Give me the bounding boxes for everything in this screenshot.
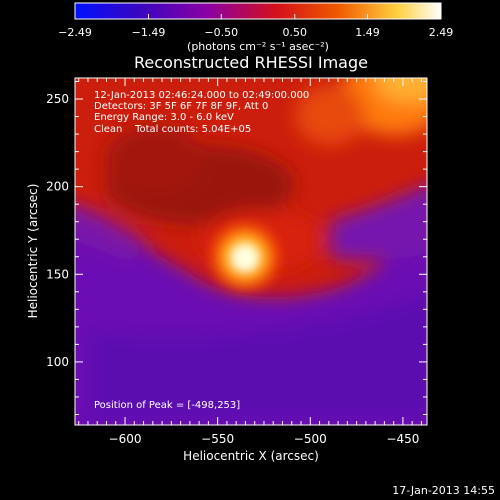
info-line-time: 12-Jan-2013 02:46:24.000 to 02:49:00.000 <box>94 90 309 101</box>
footer-timestamp: 17-Jan-2013 14:55 <box>392 484 495 497</box>
info-line-detectors: Detectors: 3F 5F 6F 7F 8F 9F, Att 0 <box>94 101 268 112</box>
x-tick-label: −550 <box>201 432 234 446</box>
plot-frame <box>74 77 428 426</box>
colorbar-tick-labels: −2.49 −1.49 −0.50 0.50 1.49 2.49 <box>58 26 453 39</box>
colorbar-ticks <box>74 14 442 19</box>
colorbar-gradient <box>74 2 442 20</box>
x-tick-label: −500 <box>294 432 327 446</box>
colorbar-tick-label: −1.49 <box>132 26 166 39</box>
y-tick-label: 100 <box>46 355 69 369</box>
info-line-clean: Clean Total counts: 5.04E+05 <box>94 124 251 135</box>
colorbar-tick-label: 2.49 <box>429 26 454 39</box>
chart-title: Reconstructed RHESSI Image <box>134 53 368 72</box>
heatmap-image <box>75 78 427 425</box>
colorbar: −2.49 −1.49 −0.50 0.50 1.49 2.49 (photons cm⁻… <box>58 2 453 53</box>
y-tick-label: 250 <box>46 92 69 106</box>
y-tick-label: 200 <box>46 180 69 194</box>
observation-info: 12-Jan-2013 02:46:24.000 to 02:49:00.000… <box>94 90 309 135</box>
y-tick-label: 150 <box>46 267 69 281</box>
colorbar-tick-label: −0.50 <box>204 26 238 39</box>
info-line-energy: Energy Range: 3.0 - 6.0 keV <box>94 112 234 123</box>
y-axis-ticks <box>75 81 427 415</box>
y-axis-label: Heliocentric Y (arcsec) <box>26 184 40 319</box>
y-axis-tick-labels: 100 150 200 250 <box>46 92 69 369</box>
peak-position-label: Position of Peak = [-498,253] <box>94 400 240 411</box>
colorbar-unit-label: (photons cm⁻² s⁻¹ asec⁻²) <box>187 40 329 53</box>
colorbar-tick-label: 0.50 <box>282 26 307 39</box>
colorbar-tick-label: −2.49 <box>58 26 92 39</box>
x-axis-label: Heliocentric X (arcsec) <box>183 449 319 463</box>
x-tick-label: −450 <box>386 432 419 446</box>
colorbar-tick-label: 1.49 <box>355 26 380 39</box>
x-tick-label: −600 <box>109 432 142 446</box>
x-axis-tick-labels: −600 −550 −500 −450 <box>109 432 420 446</box>
